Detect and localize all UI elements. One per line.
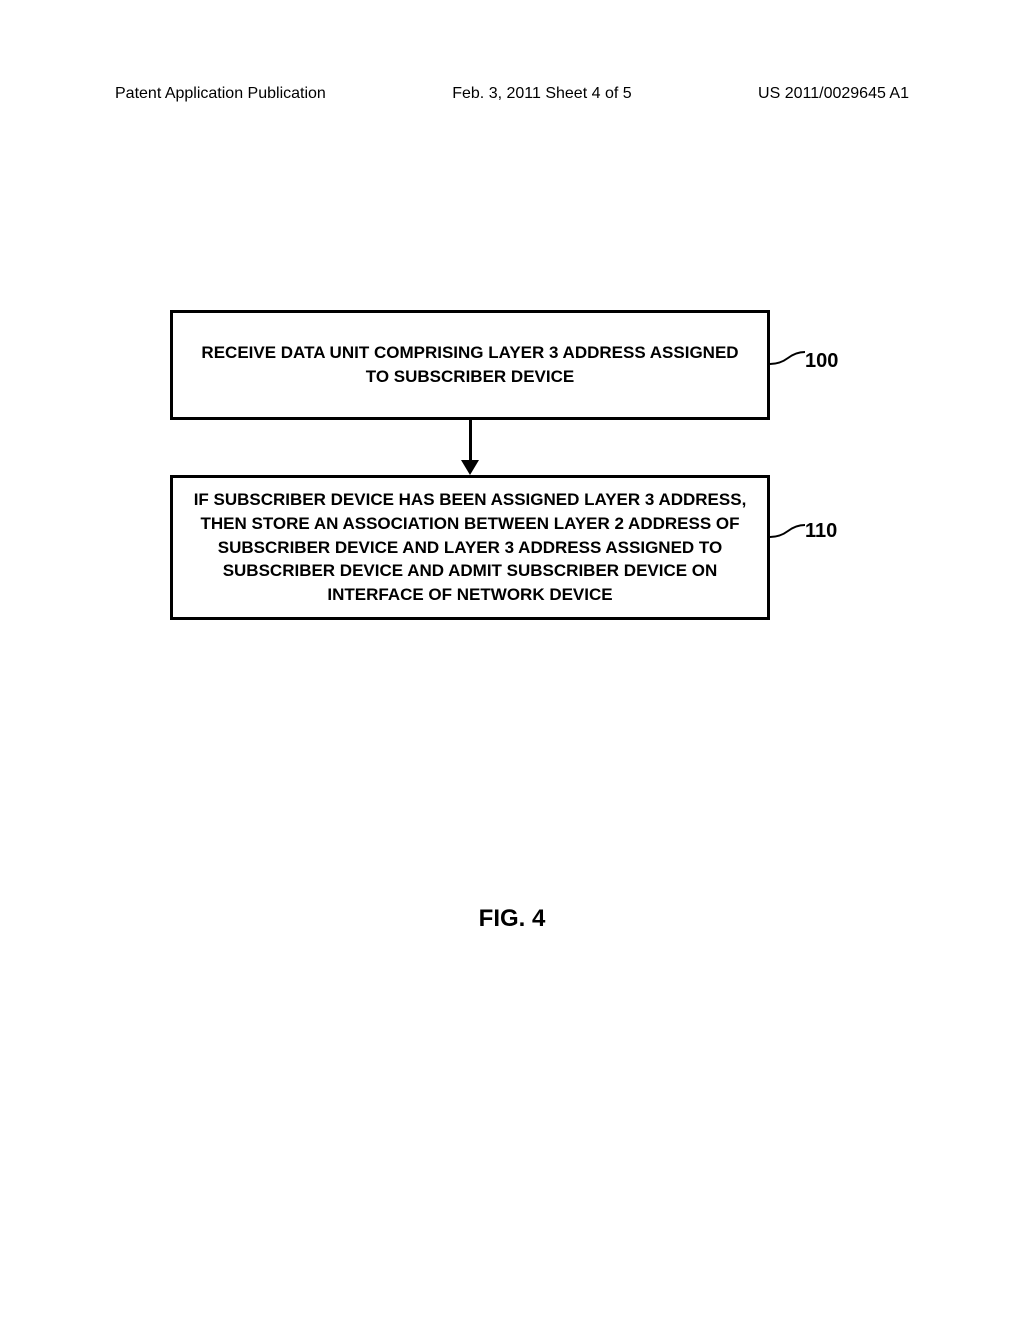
figure-number-label: FIG. 4 (0, 905, 1024, 933)
header-date-sheet: Feb. 3, 2011 Sheet 4 of 5 (452, 85, 631, 103)
reference-label-110: 110 (805, 520, 837, 543)
arrow-line (469, 420, 472, 462)
reference-label-100: 100 (805, 350, 838, 373)
node-110-text: IF SUBSCRIBER DEVICE HAS BEEN ASSIGNED L… (193, 488, 747, 607)
header-publication-number: US 2011/0029645 A1 (758, 85, 909, 103)
flowchart-node-100: RECEIVE DATA UNIT COMPRISING LAYER 3 ADD… (170, 310, 770, 420)
flowchart-node-110: IF SUBSCRIBER DEVICE HAS BEEN ASSIGNED L… (170, 475, 770, 620)
leader-line-100 (770, 350, 805, 368)
header-publication-type: Patent Application Publication (115, 85, 326, 103)
leader-line-110 (770, 523, 805, 541)
page-header: Patent Application Publication Feb. 3, 2… (0, 85, 1024, 103)
flowchart-arrow (170, 420, 770, 475)
arrow-head-icon (461, 460, 479, 475)
flowchart-diagram: RECEIVE DATA UNIT COMPRISING LAYER 3 ADD… (170, 310, 770, 620)
node-100-text: RECEIVE DATA UNIT COMPRISING LAYER 3 ADD… (193, 341, 747, 389)
